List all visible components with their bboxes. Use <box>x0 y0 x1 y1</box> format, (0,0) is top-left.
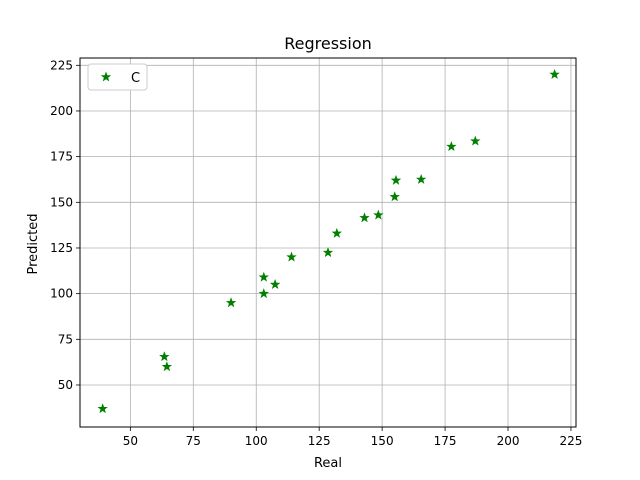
plot-frame <box>79 57 577 428</box>
legend-box <box>87 63 148 91</box>
data-point <box>470 135 481 146</box>
y-tick-label: 75 <box>58 332 73 346</box>
data-point <box>258 288 270 299</box>
data-point <box>286 251 297 262</box>
x-tick-label: 150 <box>371 434 394 448</box>
legend: C <box>87 63 148 91</box>
data-point <box>161 361 173 372</box>
x-tick-label: 50 <box>123 434 138 448</box>
x-tick-label: 200 <box>497 434 520 448</box>
legend-marker-star-icon <box>100 71 112 82</box>
x-tick-label: 225 <box>560 434 583 448</box>
data-point <box>446 141 457 152</box>
data-point <box>549 68 560 79</box>
data-point <box>269 279 281 289</box>
y-tick-label: 50 <box>58 378 73 392</box>
x-tick-label: 175 <box>434 434 457 448</box>
chart-title: Regression <box>284 34 372 53</box>
data-point <box>331 227 343 238</box>
y-axis-label: Predicted <box>26 213 41 274</box>
y-tick-label: 100 <box>50 287 73 301</box>
data-point <box>322 247 334 257</box>
y-tick-label: 125 <box>50 241 73 255</box>
data-point <box>97 403 108 414</box>
y-tick-label: 150 <box>50 195 73 209</box>
data-point <box>390 174 402 185</box>
data-point <box>373 209 384 220</box>
y-tick-label: 225 <box>50 58 73 72</box>
data-point <box>415 174 427 184</box>
y-tick-label: 175 <box>50 150 73 164</box>
data-point <box>359 212 370 223</box>
y-tick-label: 200 <box>50 104 73 118</box>
axis-ticks: 50 75 100 125 150 175 200 225 50 75 100 125 150 175 20… <box>50 58 582 448</box>
data-point <box>389 191 400 202</box>
grid <box>80 58 576 427</box>
legend-star-icon <box>100 71 112 82</box>
data-point <box>258 271 270 282</box>
data-point <box>159 351 170 362</box>
data-point <box>225 297 237 308</box>
x-tick-label: 75 <box>186 434 201 448</box>
x-tick-label: 100 <box>245 434 268 448</box>
scatter-points <box>97 68 560 414</box>
legend-entry-label: C <box>131 71 140 86</box>
x-axis-label: Real <box>314 456 342 471</box>
x-tick-label: 125 <box>308 434 331 448</box>
